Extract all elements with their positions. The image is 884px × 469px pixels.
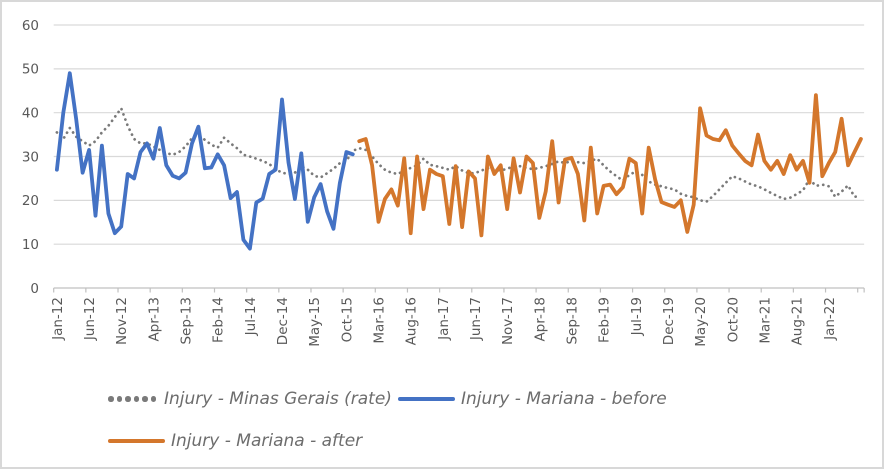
legend-item-mariana-before: Injury - Mariana - before: [397, 389, 667, 409]
solid-line-icon-after: [108, 438, 165, 444]
y-tick-label: 20: [22, 193, 39, 209]
chart-legend: Injury - Minas Gerais (rate) Injury - Ma…: [108, 386, 808, 467]
x-tick-label: Oct-20: [725, 297, 741, 342]
x-tick-label: Sep-13: [179, 297, 195, 345]
x-tick-label: Aug-16: [404, 297, 420, 345]
x-tick-label: Aug-21: [790, 297, 806, 345]
series-injury-mariana-after-line: [357, 93, 863, 238]
series-injury-mariana-before-line: [55, 71, 355, 251]
x-tick-label: Nov-12: [114, 297, 130, 345]
series-injury-minas-gerais-rate-line: [55, 106, 863, 204]
x-tick-label: Jul-14: [243, 297, 259, 336]
x-tick-label: Apr-18: [532, 297, 548, 342]
x-tick-label: Jan-12: [50, 297, 66, 341]
y-tick-label: 30: [22, 149, 39, 165]
x-tick-label: Dec-19: [661, 297, 677, 345]
x-tick-label: Jun-12: [82, 297, 98, 341]
y-tick-label: 40: [22, 105, 39, 121]
x-tick-label: Mar-16: [372, 297, 388, 344]
y-tick-label: 60: [22, 18, 39, 34]
legend-label-mariana-after: Injury - Mariana - after: [171, 431, 363, 451]
x-tick-label: May-15: [307, 297, 323, 347]
legend-row-1: Injury - Minas Gerais (rate) Injury - Ma…: [108, 386, 808, 412]
x-tick-label: Jul-19: [629, 297, 645, 336]
legend-item-mariana-after: Injury - Mariana - after: [108, 431, 362, 451]
legend-row-2: Injury - Mariana - after: [108, 428, 808, 454]
y-tick-label: 50: [22, 62, 39, 78]
x-tick-label: Sep-18: [564, 297, 580, 345]
legend-item-minas-gerais: Injury - Minas Gerais (rate): [108, 389, 392, 409]
dotted-line-icon: [108, 396, 156, 402]
x-tick-label: May-20: [693, 297, 709, 347]
x-tick-label: Mar-21: [757, 297, 773, 344]
x-tick-label: Jun-17: [468, 297, 484, 341]
x-tick-label: Feb-19: [597, 297, 613, 343]
x-tick-label: Oct-15: [339, 297, 355, 342]
y-tick-label: 0: [30, 281, 39, 297]
x-tick-label: Jan-17: [436, 297, 452, 341]
x-tick-label: Dec-14: [275, 297, 291, 345]
y-tick-label: 10: [22, 237, 39, 253]
x-tick-label: Feb-14: [211, 297, 227, 343]
legend-label-minas-gerais: Injury - Minas Gerais (rate): [164, 389, 392, 409]
x-tick-label: Nov-17: [500, 297, 516, 345]
x-tick-label: Jan-22: [822, 297, 838, 341]
legend-label-mariana-before: Injury - Mariana - before: [460, 389, 667, 409]
solid-line-icon-before: [397, 396, 455, 402]
x-tick-label: Apr-13: [146, 297, 162, 342]
